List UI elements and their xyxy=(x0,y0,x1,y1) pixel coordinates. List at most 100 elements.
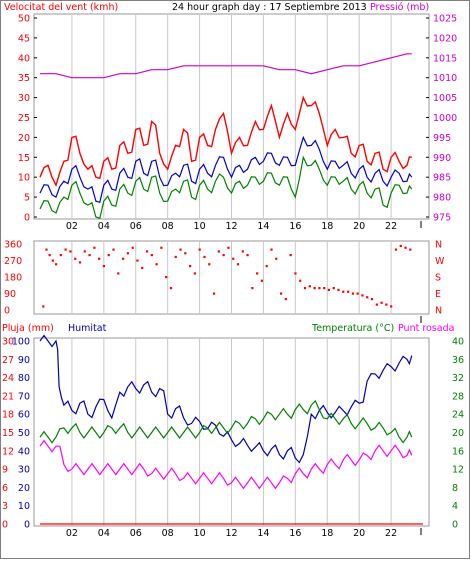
rain-tick-label: 9 xyxy=(2,465,8,476)
direction-point xyxy=(265,265,268,268)
x-tick-label: 12 xyxy=(225,221,237,232)
wind-y-tick-label: 10 xyxy=(18,173,30,184)
x-tick-label: 14 xyxy=(257,221,269,232)
humidity-tick-label: 70 xyxy=(18,391,30,402)
direction-point xyxy=(48,254,51,257)
compass-label: N xyxy=(435,240,442,251)
direction-point xyxy=(141,266,144,270)
direction-point xyxy=(93,246,96,249)
wind-y-tick-label: 15 xyxy=(18,153,30,164)
direction-point xyxy=(117,272,120,275)
direction-point xyxy=(165,276,168,279)
direction-point xyxy=(78,261,82,264)
direction-point xyxy=(112,248,115,251)
direction-point xyxy=(270,248,273,251)
series-temperature xyxy=(39,399,413,444)
rain-tick-label: 27 xyxy=(2,355,14,366)
wind-y-tick-label: 20 xyxy=(18,133,30,144)
direction-point xyxy=(275,257,278,260)
humidity-tick-label: 20 xyxy=(18,483,30,494)
series-wind_avg xyxy=(39,135,413,204)
direction-point xyxy=(327,288,331,292)
compass-label: S xyxy=(435,273,441,284)
x-tick-label: 18 xyxy=(321,528,333,539)
direction-point xyxy=(198,248,201,251)
x-tick-label: 04 xyxy=(98,528,110,539)
x-tick-label: 16 xyxy=(289,528,301,539)
humidity-tick-label: 90 xyxy=(18,355,30,366)
direction-point xyxy=(232,257,235,260)
pressure-tick-label: 1015 xyxy=(433,53,457,64)
wind-y-tick-label: 40 xyxy=(18,53,30,64)
direction-point xyxy=(155,263,158,266)
rain-tick-label: 12 xyxy=(2,446,14,457)
direction-point xyxy=(83,250,86,253)
x-tick-label: 20 xyxy=(353,528,365,539)
direction-point xyxy=(313,287,316,290)
humidity-tick-label: 50 xyxy=(18,428,30,439)
direction-tick-label: 360 xyxy=(4,240,22,251)
series-humidity xyxy=(39,334,413,464)
direction-point xyxy=(189,265,192,268)
compass-label: N xyxy=(435,306,442,317)
x-tick-label: 18 xyxy=(321,221,333,232)
x-tick-label: 10 xyxy=(194,528,206,539)
humidity-label: Humitat xyxy=(68,323,107,334)
direction-point xyxy=(179,248,182,251)
pressure-tick-label: 1005 xyxy=(433,93,457,104)
direction-point xyxy=(59,254,62,257)
pressure-tick-label: 975 xyxy=(433,213,451,224)
direction-point xyxy=(45,248,48,251)
direction-point xyxy=(88,254,91,257)
direction-point xyxy=(102,265,106,268)
direction-point xyxy=(260,279,264,282)
temperature-tick-label: 28 xyxy=(452,391,464,402)
pressure-tick-label: 1025 xyxy=(433,14,457,25)
series-pressure xyxy=(40,53,412,79)
rain-tick-label: 18 xyxy=(2,410,14,421)
direction-point xyxy=(308,285,311,288)
direction-point xyxy=(409,248,412,251)
direction-point xyxy=(107,254,110,257)
direction-point xyxy=(366,296,369,299)
direction-point xyxy=(208,263,211,266)
wind-y-tick-label: 25 xyxy=(18,113,30,124)
direction-tick-label: 270 xyxy=(4,256,22,267)
pressure-label: Pressió (mb) xyxy=(370,2,429,13)
wind-y-tick-label: 35 xyxy=(18,73,30,84)
direction-point xyxy=(294,272,297,275)
direction-point xyxy=(246,254,249,257)
direction-point xyxy=(299,279,302,282)
direction-point xyxy=(394,248,398,251)
x-tick-label: 12 xyxy=(225,528,237,539)
temperature-tick-label: 20 xyxy=(452,428,464,439)
series-wind_gust xyxy=(39,95,412,188)
direction-point xyxy=(346,290,350,293)
direction-point xyxy=(337,288,340,292)
pressure-tick-label: 1010 xyxy=(433,73,457,84)
chart-title: 24 hour graph day : 17 Septiembre 2013 xyxy=(172,2,367,13)
humidity-tick-label: 0 xyxy=(24,520,30,531)
rain-label: Pluja (mm) xyxy=(2,323,54,334)
rain-tick-label: 6 xyxy=(2,483,8,494)
temperature-tick-label: 12 xyxy=(452,465,464,476)
x-tick-label: 10 xyxy=(194,221,206,232)
direction-point xyxy=(332,287,335,290)
x-tick-label: 08 xyxy=(162,221,174,232)
direction-tick-label: 90 xyxy=(4,289,16,300)
direction-point xyxy=(121,257,125,260)
direction-tick-label: 180 xyxy=(4,273,22,284)
x-tick-label: 08 xyxy=(162,528,174,539)
temperature-label: Temperatura (°C) xyxy=(311,323,394,334)
direction-point xyxy=(303,287,307,290)
pressure-tick-label: 1020 xyxy=(433,33,457,44)
direction-point xyxy=(131,246,134,249)
series-dewpoint xyxy=(39,439,413,490)
direction-point xyxy=(193,272,196,275)
temperature-tick-label: 16 xyxy=(452,446,464,457)
direction-point xyxy=(69,250,72,253)
x-tick-label: 20 xyxy=(353,221,365,232)
temperature-tick-label: 8 xyxy=(452,483,458,494)
